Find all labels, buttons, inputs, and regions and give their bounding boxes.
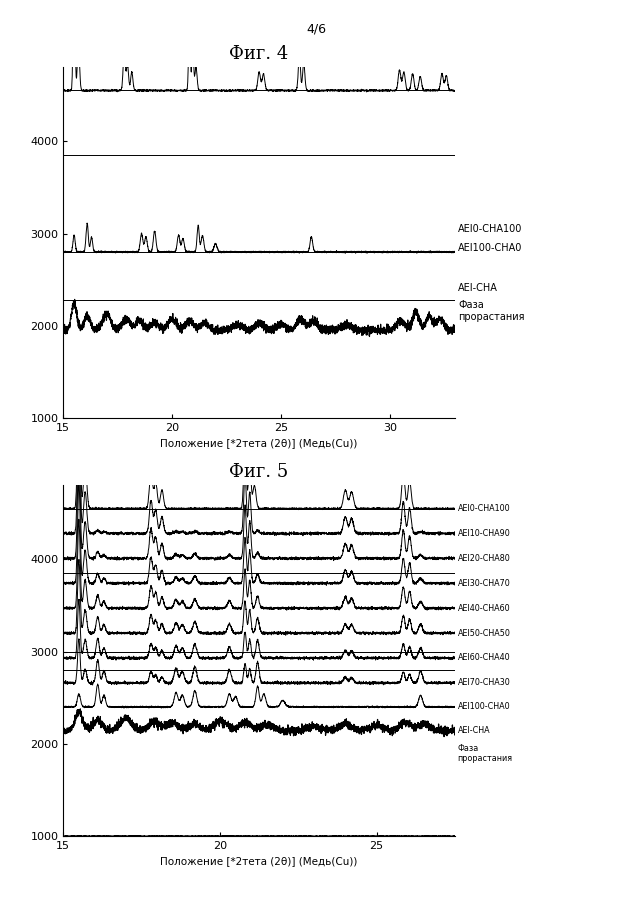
Text: 4/6: 4/6 [306,22,326,35]
Text: AEI100-CHA0: AEI100-CHA0 [458,244,523,254]
Text: AEI70-CHA30: AEI70-CHA30 [458,679,510,688]
Text: AEI30-CHA70: AEI30-CHA70 [458,579,510,588]
Text: AEI10-CHA90: AEI10-CHA90 [458,529,510,538]
Text: AEI-CHA: AEI-CHA [458,283,498,293]
Text: AEI40-CHA60: AEI40-CHA60 [458,603,510,613]
Text: AEI-CHA: AEI-CHA [458,726,490,735]
Text: Фаза
прорастания: Фаза прорастания [458,743,513,763]
Title: Фиг. 4: Фиг. 4 [229,45,289,63]
Text: AEI0-CHA100: AEI0-CHA100 [458,504,510,513]
Text: Фаза
прорастания: Фаза прорастания [458,300,525,322]
Text: AEI50-CHA50: AEI50-CHA50 [458,628,511,637]
Text: AEI0-CHA100: AEI0-CHA100 [458,224,523,234]
X-axis label: Положение [*2тета (2θ)] (Медь(Cu)): Положение [*2тета (2θ)] (Медь(Cu)) [161,439,358,449]
X-axis label: Положение [*2тета (2θ)] (Медь(Cu)): Положение [*2тета (2θ)] (Медь(Cu)) [161,857,358,867]
Text: AEI60-CHA40: AEI60-CHA40 [458,654,510,663]
Text: AEI100-CHA0: AEI100-CHA0 [458,702,510,711]
Text: AEI20-CHA80: AEI20-CHA80 [458,554,510,563]
Title: Фиг. 5: Фиг. 5 [229,463,289,481]
